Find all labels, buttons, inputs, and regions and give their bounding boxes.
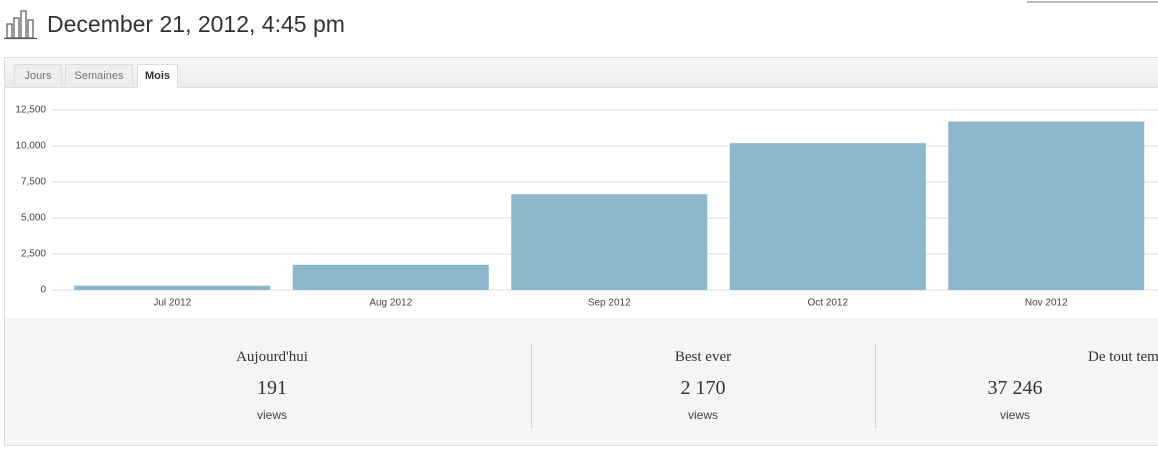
stat-unit: views xyxy=(999,408,1031,422)
x-tick-label: Jul 2012 xyxy=(153,298,191,309)
x-tick-label: Nov 2012 xyxy=(1025,298,1068,309)
divider xyxy=(531,345,532,428)
x-tick-label: Aug 2012 xyxy=(369,298,412,309)
bar xyxy=(511,194,708,290)
y-tick-label: 10,000 xyxy=(15,141,46,152)
tab-bar xyxy=(5,58,1158,88)
stat-unit: views xyxy=(256,408,288,422)
y-tick-label: 0 xyxy=(40,285,46,296)
stat-unit: views xyxy=(687,408,719,422)
y-tick-label: 5,000 xyxy=(21,213,46,224)
y-tick-label: 2,500 xyxy=(21,249,46,260)
stat-value: 2 170 xyxy=(680,377,726,399)
y-tick-label: 12,500 xyxy=(15,105,46,116)
stat-label: Best ever xyxy=(674,349,732,365)
page-title: December 21, 2012, 4:45 pm xyxy=(47,11,345,37)
bar xyxy=(292,264,489,290)
top-rule xyxy=(1027,1,1158,3)
y-tick-label: 7,500 xyxy=(21,177,46,188)
divider xyxy=(875,345,876,428)
bar xyxy=(74,285,271,290)
bar xyxy=(729,143,926,290)
stat-label: Aujourd'hui xyxy=(236,349,308,365)
stat-value: 37 246 xyxy=(987,377,1043,399)
stat-value: 191 xyxy=(257,377,287,399)
x-tick-label: Sep 2012 xyxy=(588,298,631,309)
x-tick-label: Oct 2012 xyxy=(807,298,848,309)
tab[interactable]: Jours xyxy=(14,64,62,86)
bar xyxy=(948,121,1145,291)
tab[interactable]: Semaines xyxy=(65,64,133,86)
tab-active[interactable]: Mois xyxy=(137,64,178,88)
stat-label: De tout temps xyxy=(1088,349,1158,365)
stats-icon xyxy=(4,10,37,40)
